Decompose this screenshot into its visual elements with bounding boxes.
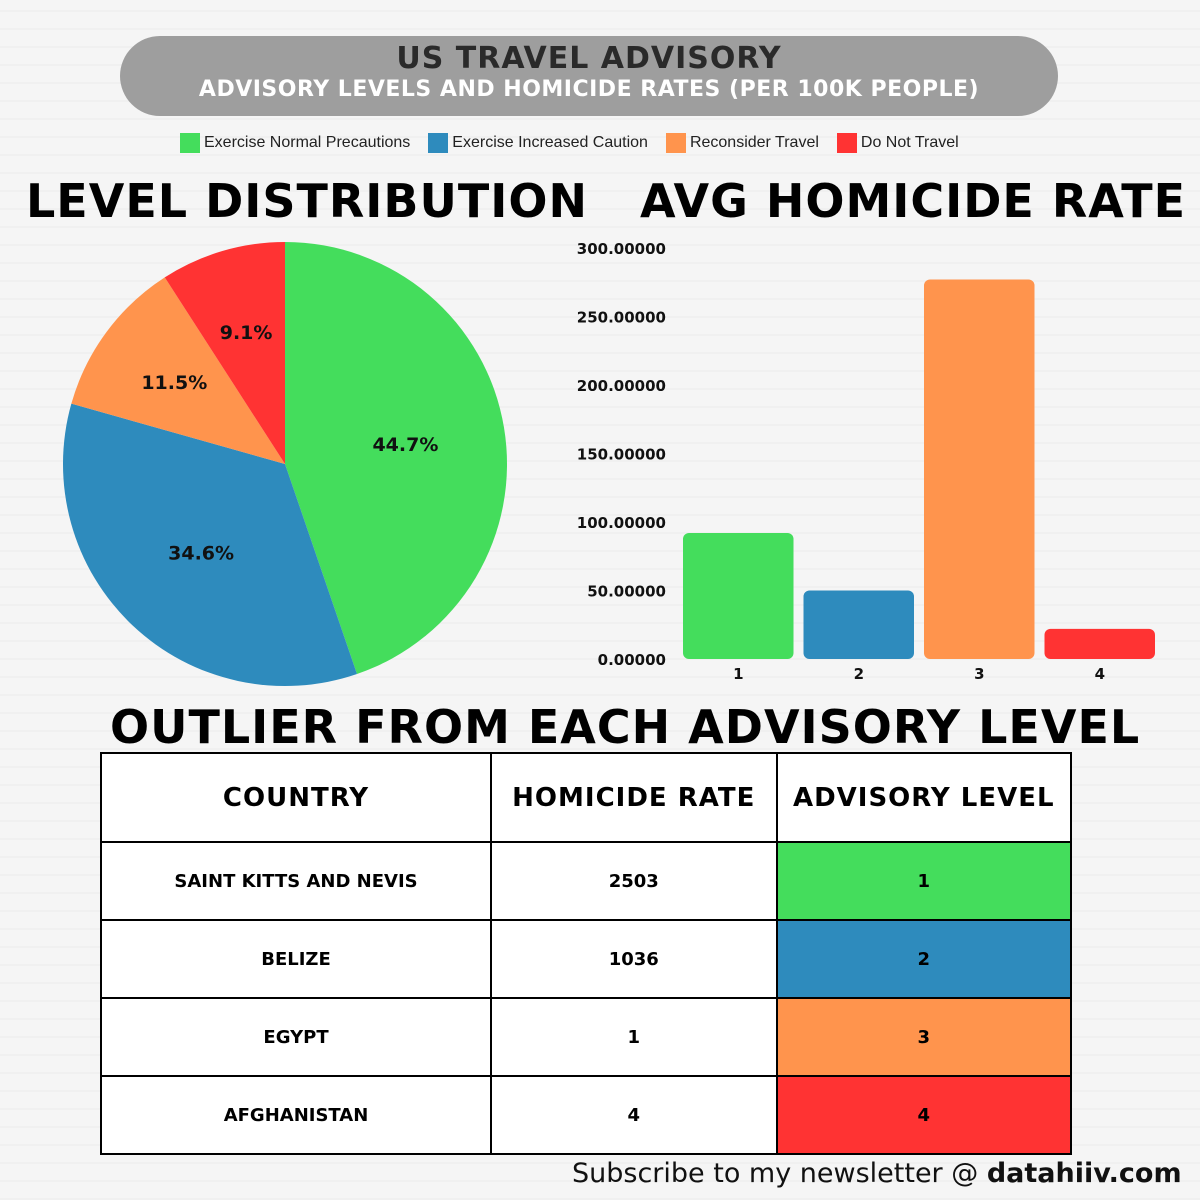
pie-slice-label: 11.5%: [141, 372, 207, 394]
legend-swatch: [180, 133, 200, 153]
legend-item-increased: Exercise Increased Caution: [428, 133, 648, 153]
table-title: OUTLIER FROM EACH ADVISORY LEVEL: [110, 700, 1141, 754]
cell-rate: 1036: [490, 919, 778, 999]
cell-country: SAINT KITTS AND NEVIS: [99, 841, 493, 921]
legend-item-donottravel: Do Not Travel: [836, 133, 959, 153]
outlier-table: COUNTRY HOMICIDE RATE ADVISORY LEVEL SAI…: [99, 752, 1073, 1155]
cell-level: 4: [775, 1075, 1073, 1155]
pie-slice-2: [62, 403, 357, 687]
header-advisory-level: ADVISORY LEVEL: [775, 752, 1073, 843]
legend-swatch: [836, 133, 857, 153]
pie-chart: 44.7% 34.6% 11.5% 9.1%: [62, 242, 508, 687]
header-country: COUNTRY: [99, 752, 493, 843]
bar-2: [803, 590, 914, 659]
header-banner: US TRAVEL ADVISORY ADVISORY LEVELS AND H…: [120, 36, 1058, 116]
y-tick-label: 300.00000: [577, 240, 666, 258]
table-row: AFGHANISTAN 4 4: [99, 1075, 1073, 1155]
cell-rate: 1: [490, 997, 778, 1077]
x-tick-label: 2: [854, 665, 864, 683]
x-tick-label: 4: [1095, 665, 1105, 683]
y-tick-label: 150.00000: [577, 446, 666, 464]
bar-4: [1044, 628, 1155, 659]
table-header-row: COUNTRY HOMICIDE RATE ADVISORY LEVEL: [99, 752, 1073, 843]
y-tick-label: 100.00000: [577, 514, 666, 532]
cell-rate: 4: [490, 1075, 778, 1155]
bar-chart: 0.00000 50.00000 100.00000 150.00000 200.000…: [577, 240, 1155, 683]
cell-level: 3: [775, 997, 1073, 1077]
page-subtitle: ADVISORY LEVELS AND HOMICIDE RATES (PER …: [198, 77, 980, 102]
table-row: SAINT KITTS AND NEVIS 2503 1: [99, 841, 1073, 921]
pie-slice-3: [71, 277, 285, 464]
bar-3: [924, 279, 1035, 659]
cell-country: BELIZE: [99, 919, 493, 999]
y-tick-label: 0.00000: [598, 651, 666, 669]
y-tick-label: 50.00000: [587, 583, 666, 601]
legend-item-normal: Exercise Normal Precautions: [180, 133, 410, 153]
x-tick-label: 3: [974, 665, 984, 683]
cell-rate: 2503: [490, 841, 778, 921]
cell-country: AFGHANISTAN: [99, 1075, 493, 1155]
y-tick-label: 200.00000: [577, 377, 666, 395]
legend: Exercise Normal Precautions Exercise Inc…: [180, 131, 1040, 155]
pie-slice-label: 44.7%: [372, 434, 438, 456]
y-tick-label: 250.00000: [577, 309, 666, 327]
header-homicide-rate: HOMICIDE RATE: [490, 752, 778, 843]
legend-label: Exercise Increased Caution: [452, 134, 648, 151]
x-tick-label: 1: [733, 665, 743, 683]
footer: Subscribe to my newsletter @ datahiiv.co…: [572, 1158, 1192, 1198]
bar-chart-title: AVG HOMICIDE RATE: [640, 174, 1187, 228]
pie-slice-4: [164, 242, 285, 464]
legend-label: Do Not Travel: [860, 134, 959, 151]
footer-link[interactable]: datahiiv.com: [986, 1158, 1182, 1189]
legend-item-reconsider: Reconsider Travel: [665, 133, 819, 153]
bar-1: [683, 533, 794, 659]
legend-swatch: [665, 133, 686, 153]
pie-slice-1: [285, 242, 508, 675]
pie-slice-label: 34.6%: [168, 543, 234, 565]
page-title: US TRAVEL ADVISORY: [396, 41, 782, 76]
legend-label: Reconsider Travel: [689, 134, 819, 151]
cell-level: 2: [775, 919, 1073, 999]
cell-country: EGYPT: [99, 997, 493, 1077]
pie-chart-title: LEVEL DISTRIBUTION: [26, 174, 588, 228]
footer-text: Subscribe to my newsletter @: [572, 1158, 987, 1189]
table-row: EGYPT 1 3: [99, 997, 1073, 1077]
legend-swatch: [428, 133, 449, 153]
cell-level: 1: [775, 841, 1073, 921]
legend-label: Exercise Normal Precautions: [204, 134, 411, 151]
pie-slice-label: 9.1%: [220, 322, 273, 344]
table-row: BELIZE 1036 2: [99, 919, 1073, 999]
